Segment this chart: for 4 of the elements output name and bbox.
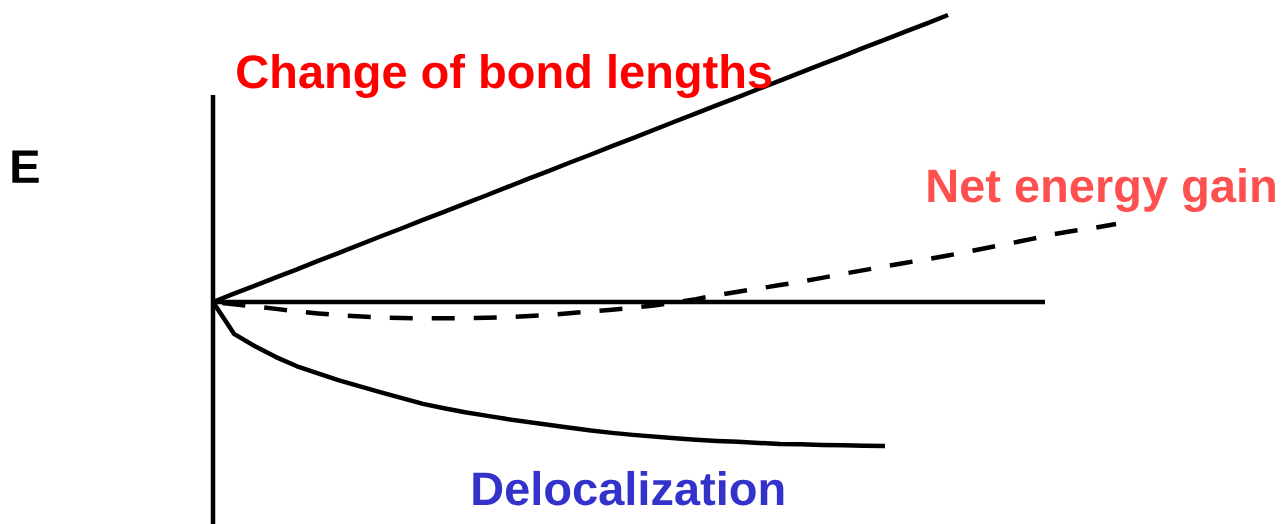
series-label: Change of bond lengths: [237, 53, 772, 98]
series-label: Net energy gain: [928, 167, 1275, 212]
series-label: Delocalization: [473, 470, 784, 506]
y-axis-title: E: [12, 150, 39, 183]
